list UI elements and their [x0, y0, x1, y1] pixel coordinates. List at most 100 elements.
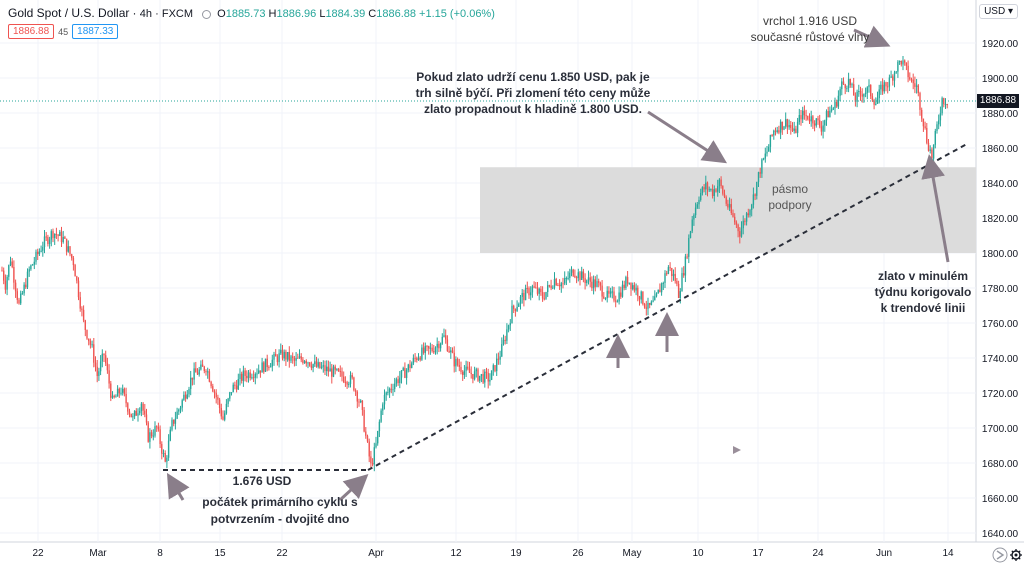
candle-body[interactable]	[841, 81, 843, 90]
candle-body[interactable]	[842, 81, 845, 85]
candle-body[interactable]	[519, 296, 522, 304]
candle-body[interactable]	[832, 108, 834, 110]
candle-body[interactable]	[275, 353, 277, 357]
candle-body[interactable]	[647, 303, 649, 309]
candle-body[interactable]	[6, 276, 8, 290]
candle-body[interactable]	[676, 280, 678, 284]
candle-body[interactable]	[575, 277, 578, 279]
candle-body[interactable]	[618, 292, 620, 302]
candle-body[interactable]	[110, 383, 112, 398]
candle-body[interactable]	[417, 357, 420, 360]
candle-body[interactable]	[683, 273, 685, 276]
candle-body[interactable]	[52, 231, 54, 239]
candle-body[interactable]	[548, 285, 551, 287]
candle-body[interactable]	[208, 371, 211, 382]
candle-body[interactable]	[266, 358, 268, 368]
candle-body[interactable]	[919, 93, 921, 110]
candle-body[interactable]	[358, 401, 360, 403]
candle-body[interactable]	[876, 98, 879, 104]
candle-body[interactable]	[458, 365, 460, 367]
candle-body[interactable]	[290, 356, 292, 361]
candle-body[interactable]	[599, 282, 602, 286]
candle-body[interactable]	[445, 335, 447, 340]
candle-body[interactable]	[161, 444, 163, 454]
candle-body[interactable]	[917, 85, 919, 94]
candle-body[interactable]	[667, 267, 670, 274]
candle-body[interactable]	[173, 419, 175, 424]
candle-body[interactable]	[861, 94, 863, 97]
candle-body[interactable]	[264, 358, 267, 372]
candle-body[interactable]	[348, 383, 350, 385]
candle-body[interactable]	[149, 432, 151, 442]
candle-body[interactable]	[650, 301, 653, 305]
candle-body[interactable]	[286, 351, 289, 360]
candle-body[interactable]	[82, 309, 85, 321]
candle-body[interactable]	[626, 277, 629, 284]
candle-body[interactable]	[803, 110, 806, 116]
candle-body[interactable]	[395, 379, 398, 384]
candle-body[interactable]	[334, 366, 336, 370]
candle-body[interactable]	[142, 403, 144, 411]
candle-body[interactable]	[429, 347, 432, 349]
candle-body[interactable]	[137, 413, 139, 416]
candle-body[interactable]	[475, 369, 477, 372]
symbol-title[interactable]: Gold Spot / U.S. Dollar	[8, 6, 130, 20]
candle-body[interactable]	[404, 367, 406, 378]
candle-body[interactable]	[671, 268, 673, 277]
candle-body[interactable]	[336, 368, 338, 370]
candle-body[interactable]	[761, 159, 763, 174]
candle-body[interactable]	[310, 365, 313, 368]
candle-body[interactable]	[40, 250, 42, 252]
candle-body[interactable]	[140, 403, 143, 412]
candle-body[interactable]	[929, 149, 931, 151]
candle-body[interactable]	[91, 344, 93, 346]
candle-body[interactable]	[836, 102, 838, 107]
candle-body[interactable]	[271, 359, 273, 367]
candle-body[interactable]	[679, 291, 681, 298]
candle-body[interactable]	[905, 62, 908, 66]
candle-body[interactable]	[468, 368, 471, 373]
candle-body[interactable]	[701, 187, 704, 194]
candle-body[interactable]	[147, 422, 149, 442]
candle-body[interactable]	[769, 134, 772, 147]
candle-body[interactable]	[632, 285, 634, 289]
candle-body[interactable]	[526, 287, 528, 289]
candle-body[interactable]	[366, 435, 369, 442]
candle-body[interactable]	[553, 278, 556, 288]
candle-body[interactable]	[513, 305, 515, 309]
candle-body[interactable]	[213, 391, 216, 393]
candle-body[interactable]	[456, 359, 459, 366]
candle-body[interactable]	[309, 362, 311, 366]
candle-body[interactable]	[504, 339, 506, 341]
candle-body[interactable]	[528, 288, 530, 296]
candle-body[interactable]	[314, 361, 316, 365]
candle-body[interactable]	[713, 189, 715, 197]
candle-body[interactable]	[820, 126, 823, 132]
candle-body[interactable]	[473, 371, 476, 380]
candle-body[interactable]	[689, 231, 692, 238]
candle-body[interactable]	[847, 78, 850, 89]
candle-body[interactable]	[186, 394, 188, 399]
candle-body[interactable]	[256, 373, 258, 375]
candle-body[interactable]	[239, 373, 241, 380]
candle-body[interactable]	[375, 443, 377, 448]
candle-body[interactable]	[642, 291, 644, 305]
candle-body[interactable]	[419, 357, 421, 360]
candle-body[interactable]	[521, 292, 523, 297]
candle-body[interactable]	[467, 366, 469, 369]
candle-body[interactable]	[281, 349, 284, 359]
candle-body[interactable]	[666, 273, 668, 275]
candle-body[interactable]	[162, 453, 165, 455]
candle-body[interactable]	[509, 323, 511, 326]
candle-body[interactable]	[292, 356, 294, 359]
candle-body[interactable]	[319, 362, 321, 368]
candle-body[interactable]	[405, 370, 408, 378]
candle-body[interactable]	[150, 432, 153, 436]
candle-body[interactable]	[356, 391, 358, 402]
candle-body[interactable]	[783, 126, 785, 130]
candle-body[interactable]	[659, 289, 661, 293]
candle-body[interactable]	[145, 414, 148, 423]
candle-body[interactable]	[455, 359, 457, 367]
candle-body[interactable]	[730, 204, 732, 213]
candle-body[interactable]	[402, 367, 404, 371]
